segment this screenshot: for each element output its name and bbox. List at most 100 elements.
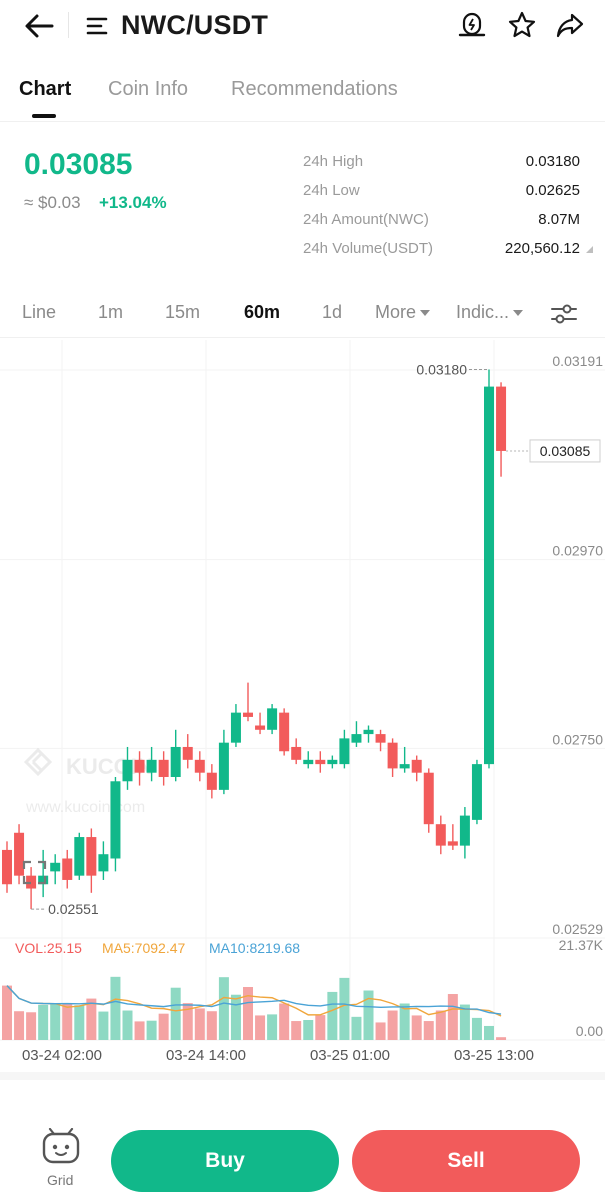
- star-icon[interactable]: [507, 10, 537, 40]
- header-divider: [68, 12, 69, 38]
- volume-bar: [351, 1016, 362, 1040]
- menu-lines-icon[interactable]: [86, 14, 110, 38]
- timeframe-1m[interactable]: 1m: [98, 302, 124, 322]
- candle-body: [230, 712, 241, 743]
- volume-bar: [170, 987, 181, 1040]
- volume-bar: [50, 1004, 61, 1040]
- volume-bar: [14, 1011, 25, 1040]
- volume-bar: [267, 1014, 278, 1040]
- stat-value-24h-volume: 220,560.12: [504, 240, 580, 257]
- volume-bar: [26, 1012, 37, 1040]
- volume-bar: [447, 994, 458, 1040]
- y-tick-label: 0.02750: [552, 731, 603, 747]
- change-percent: +13.04%: [99, 193, 167, 212]
- candle-body: [363, 729, 374, 735]
- volume-bar: [459, 1004, 470, 1040]
- volume-bar: [158, 1013, 169, 1040]
- volume-max-label: 21.37K: [559, 937, 604, 953]
- candle-body: [158, 759, 169, 777]
- candle-body: [423, 772, 434, 825]
- volume-bar: [375, 1022, 386, 1040]
- tab-chart[interactable]: Chart: [19, 78, 72, 100]
- grid-bot-icon[interactable]: [40, 1128, 82, 1168]
- candle-body: [435, 824, 446, 846]
- candle-body: [38, 875, 49, 885]
- fiat-price: ≈ $0.03: [24, 193, 81, 212]
- candle-body: [339, 738, 350, 765]
- y-tick-label: 0.02529: [552, 921, 603, 937]
- candle-body: [399, 764, 410, 769]
- volume-bar: [435, 1010, 446, 1040]
- candle-body: [218, 742, 229, 790]
- sell-button[interactable]: Sell: [352, 1130, 580, 1192]
- timeframe-15m[interactable]: 15m: [165, 302, 201, 322]
- timeframe-line[interactable]: Line: [22, 302, 57, 322]
- ma10-label: MA10:8219.68: [209, 940, 300, 956]
- high-marker-label: 0.03180: [416, 361, 467, 377]
- ma5-label: MA5:7092.47: [102, 940, 185, 956]
- volume-bar: [327, 991, 338, 1040]
- candle-body: [279, 712, 290, 752]
- candle-body: [387, 742, 398, 769]
- price-alert-icon[interactable]: [457, 10, 487, 40]
- candle-body: [182, 746, 193, 760]
- tab-recommendations[interactable]: Recommendations: [231, 78, 398, 100]
- volume-bar: [230, 994, 241, 1040]
- volume-min-label: 0.00: [576, 1023, 603, 1039]
- volume-bar: [387, 1010, 398, 1040]
- volume-bar: [471, 1017, 482, 1040]
- candle-body: [86, 837, 97, 876]
- volume-bar: [74, 1005, 85, 1040]
- candle-body: [110, 781, 121, 859]
- volume-bar: [134, 1021, 145, 1040]
- volume-bar: [423, 1021, 434, 1040]
- candlestick-chart[interactable]: KUCOIN www.kucoin.com 0.03191 0.02970 0.02…: [0, 340, 605, 1070]
- chart-settings-icon[interactable]: [550, 302, 578, 326]
- section-tabs: Chart Coin Info Recommendations: [0, 70, 605, 122]
- candle-body: [447, 841, 458, 846]
- candle-body: [459, 815, 470, 846]
- volume-bar: [218, 977, 229, 1040]
- chart-grid: [0, 340, 605, 1041]
- stat-label-24h-volume: 24h Volume(USDT): [303, 240, 434, 257]
- buy-button[interactable]: Buy: [111, 1130, 339, 1192]
- bottom-separator: [0, 1072, 605, 1080]
- candle-body: [206, 772, 217, 790]
- candle-body: [411, 759, 422, 773]
- volume-bar: [291, 1021, 302, 1040]
- tab-coin-info[interactable]: Coin Info: [108, 78, 189, 100]
- timeframe-1d[interactable]: 1d: [322, 302, 343, 322]
- expand-chart-icon[interactable]: [22, 860, 47, 885]
- candle-body: [50, 862, 61, 872]
- grid-label[interactable]: Grid: [47, 1172, 74, 1188]
- volume-bar: [279, 1003, 290, 1040]
- timeframe-60m[interactable]: 60m: [244, 302, 281, 322]
- back-arrow-icon[interactable]: [22, 10, 56, 42]
- candle-body: [243, 712, 253, 717]
- stat-value-24h-high: 0.03180: [525, 153, 580, 170]
- timeframe-more[interactable]: More: [375, 302, 431, 323]
- candle-body: [303, 759, 314, 765]
- indicators-dropdown[interactable]: Indic...: [456, 302, 524, 323]
- active-tab-indicator: [32, 114, 56, 118]
- volume-bar: [62, 1003, 73, 1040]
- x-tick-label: 03-24 02:00: [22, 1047, 102, 1064]
- candle-body: [471, 764, 482, 820]
- volume-bar: [182, 1003, 193, 1040]
- current-price-badge: [529, 439, 601, 463]
- candle-body: [375, 734, 386, 743]
- y-tick-label: 0.03191: [552, 353, 603, 369]
- volume-bar: [206, 1011, 217, 1040]
- share-icon[interactable]: [555, 10, 585, 40]
- chevron-down-icon: [420, 310, 431, 317]
- volume-bar: [110, 976, 121, 1040]
- indicators-label: Indic...: [456, 302, 510, 322]
- watermark-url: www.kucoin.com: [25, 799, 145, 816]
- volume-bar: [484, 1025, 494, 1040]
- volume-bar: [411, 1015, 422, 1040]
- pair-title[interactable]: NWC/USDT: [121, 10, 269, 40]
- candle-body: [14, 832, 25, 876]
- volume-bar: [363, 990, 374, 1040]
- volume-bar: [243, 987, 253, 1040]
- x-tick-label: 03-25 13:00: [454, 1047, 534, 1064]
